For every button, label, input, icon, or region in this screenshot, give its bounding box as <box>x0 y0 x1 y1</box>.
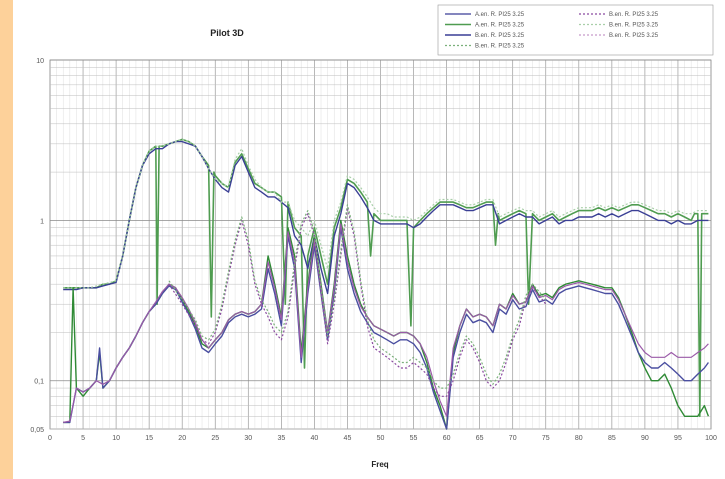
x-tick-label: 20 <box>178 435 186 442</box>
legend: A.en. R. PI25 3.25 A.en. R. PI25 3.25 B.en… <box>437 4 714 56</box>
x-tick-label: 70 <box>509 435 517 442</box>
series-line-3 <box>63 138 709 289</box>
series-line-5 <box>63 227 709 430</box>
y-tick-label: 0,1 <box>34 379 44 386</box>
y-tick-label: 10 <box>36 58 44 65</box>
x-tick-label: 80 <box>575 435 583 442</box>
legend-label: B.en. R. PI25 3.25 <box>609 33 659 39</box>
x-tick-label: 85 <box>608 435 616 442</box>
x-tick-label: 60 <box>443 435 451 442</box>
x-tick-label: 55 <box>410 435 418 442</box>
x-tick-label: 15 <box>145 435 153 442</box>
x-tick-label: 45 <box>344 435 352 442</box>
x-tick-label: 95 <box>674 435 682 442</box>
grid <box>49 59 712 430</box>
x-tick-label: 5 <box>81 435 85 442</box>
legend-label: A.en. R. PI25 3.25 <box>475 12 525 18</box>
x-tick-label: 10 <box>112 435 120 442</box>
x-tick-label: 75 <box>542 435 550 442</box>
series-line-7 <box>168 207 547 397</box>
x-tick-label: 40 <box>311 435 319 442</box>
legend-label: B.en. R. PI25 3.25 <box>609 23 659 29</box>
y-tick-label: 1 <box>40 218 44 225</box>
x-tick-label: 0 <box>48 435 52 442</box>
series-line-8 <box>168 204 547 389</box>
series-line-6 <box>63 223 709 423</box>
x-tick-label: 65 <box>476 435 484 442</box>
legend-box <box>437 4 714 56</box>
x-tick-label: 25 <box>211 435 219 442</box>
x-tick-label: 30 <box>244 435 252 442</box>
x-tick-label: 50 <box>377 435 385 442</box>
legend-label: B.en. R. PI25 3.25 <box>475 44 525 50</box>
legend-label: B.en. R. PI25 3.25 <box>475 33 525 39</box>
series-layer <box>63 138 710 430</box>
y-tick-label: 0,05 <box>30 427 44 434</box>
line-chart: 0 5 10 15 20 25 30 35 40 45 50 55 60 65 70 75 80 85 90 95 10… <box>13 0 725 479</box>
x-axis-title: Freq <box>371 460 388 469</box>
x-tick-label: 90 <box>641 435 649 442</box>
chart-panel: 0 5 10 15 20 25 30 35 40 45 50 55 60 65 70 75 80 85 90 95 10… <box>13 0 725 479</box>
legend-label: B.en. R. PI25 3.25 <box>609 12 659 18</box>
chart-title: Pilot 3D <box>210 28 244 38</box>
legend-label: A.en. R. PI25 3.25 <box>475 23 525 29</box>
ticks-layer: 0 5 10 15 20 25 30 35 40 45 50 55 60 65 70 75 80 85 90 95 10… <box>30 58 717 442</box>
x-tick-label: 35 <box>277 435 285 442</box>
x-tick-label: 100 <box>705 435 717 442</box>
